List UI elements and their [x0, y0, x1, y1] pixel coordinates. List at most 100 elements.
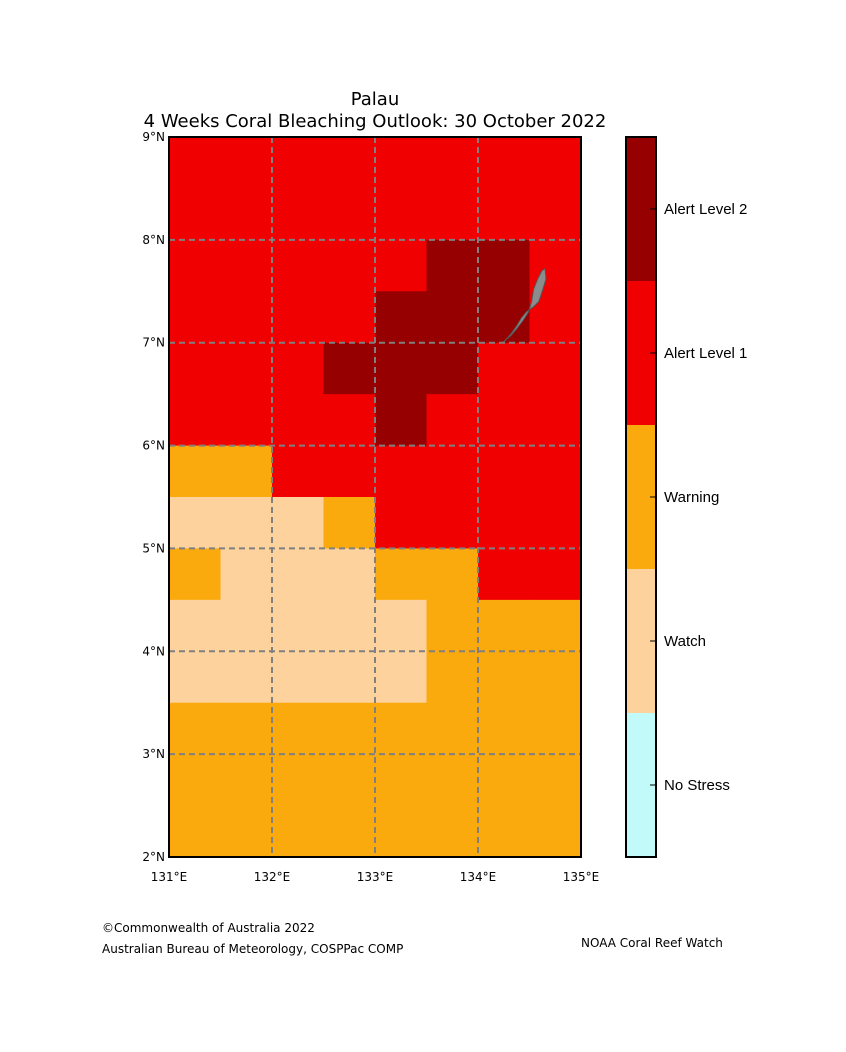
colorbar-label: Alert Level 2: [664, 201, 747, 218]
palau-island: [502, 267, 547, 344]
alert-cell: [478, 188, 530, 241]
alert-cell: [272, 239, 324, 292]
alert-cell: [220, 702, 273, 755]
lat-tick-label: 4°N: [142, 644, 165, 658]
alert-cell: [323, 291, 376, 344]
alert-cell: [323, 599, 376, 652]
alert-cell: [323, 137, 376, 189]
alert-cell: [375, 291, 427, 344]
alert-cell: [375, 342, 427, 395]
credit-line-1: ©Commonwealth of Australia 2022: [102, 921, 315, 935]
alert-cell: [426, 805, 479, 858]
credit-text: ©Commonwealth of Australia 2022 Australi…: [102, 918, 403, 960]
alert-cell: [375, 651, 427, 704]
alert-cell: [323, 342, 376, 395]
alert-cell: [529, 548, 582, 601]
colorbar-frame: [625, 136, 657, 858]
alert-cell: [272, 394, 324, 447]
alert-cell: [375, 137, 427, 189]
alert-cell: [426, 188, 479, 241]
alert-cell: [323, 188, 376, 241]
lon-tick-label: 133°E: [357, 870, 394, 884]
map-title-outlook: 4 Weeks Coral Bleaching Outlook: 30 Octo…: [143, 111, 607, 132]
alert-cell: [169, 754, 221, 807]
alert-cell: [529, 805, 582, 858]
alert-cell: [375, 239, 427, 292]
alert-cell: [478, 805, 530, 858]
alert-cell: [529, 754, 582, 807]
alert-cell: [272, 805, 324, 858]
alert-cell: [272, 651, 324, 704]
alert-cell: [272, 599, 324, 652]
alert-cell: [272, 754, 324, 807]
alert-cells: [169, 137, 582, 858]
alert-cell: [169, 394, 221, 447]
alert-cell: [426, 239, 479, 292]
colorbar: No Stress Watch Warning Alert Level 1 Alert …: [625, 136, 747, 858]
alert-cell: [220, 805, 273, 858]
alert-cell: [375, 394, 427, 447]
lat-tick-label: 7°N: [142, 336, 165, 350]
alert-cell: [375, 497, 427, 549]
alert-cell: [272, 188, 324, 241]
alert-cell: [169, 188, 221, 241]
alert-cell: [478, 239, 530, 292]
alert-cell: [272, 497, 324, 549]
alert-cell: [478, 342, 530, 395]
credit-line-2: Australian Bureau of Meteorology, COSPPa…: [102, 942, 404, 956]
alert-cell: [220, 137, 273, 189]
colorbar-label: Warning: [664, 489, 719, 506]
lat-tick-label: 8°N: [142, 233, 165, 247]
alert-cell: [169, 445, 221, 498]
alert-cell: [375, 445, 427, 498]
alert-cell: [220, 291, 273, 344]
alert-cell: [375, 805, 427, 858]
alert-cell: [323, 805, 376, 858]
alert-cell: [426, 445, 479, 498]
alert-cell: [220, 239, 273, 292]
alert-cell: [220, 599, 273, 652]
map-title-region: Palau: [350, 89, 400, 110]
lon-tick-label: 131°E: [151, 870, 188, 884]
lat-tick-label: 2°N: [142, 850, 165, 864]
alert-cell: [529, 342, 582, 395]
alert-cell: [375, 548, 427, 601]
alert-cell: [375, 599, 427, 652]
alert-cell: [323, 651, 376, 704]
alert-cell: [529, 497, 582, 549]
alert-cell: [529, 188, 582, 241]
alert-cell: [426, 497, 479, 549]
alert-cell: [272, 445, 324, 498]
alert-cell: [529, 137, 582, 189]
alert-cell: [478, 445, 530, 498]
alert-cell: [529, 445, 582, 498]
alert-cell: [375, 188, 427, 241]
alert-cell: [272, 342, 324, 395]
alert-cell: [478, 137, 530, 189]
alert-cell: [220, 548, 273, 601]
alert-cell: [169, 651, 221, 704]
alert-cell: [478, 394, 530, 447]
alert-cell: [220, 188, 273, 241]
alert-cell: [529, 651, 582, 704]
alert-cell: [426, 702, 479, 755]
alert-cell: [426, 754, 479, 807]
alert-cell: [220, 754, 273, 807]
land-layer: [502, 267, 547, 344]
alert-cell: [169, 291, 221, 344]
alert-cell: [169, 342, 221, 395]
alert-cell: [478, 599, 530, 652]
alert-cell: [323, 548, 376, 601]
lat-tick-label: 9°N: [142, 130, 165, 144]
alert-cell: [426, 548, 479, 601]
alert-cell: [272, 137, 324, 189]
axis-ticks: 131°E 132°E 133°E 134°E 135°E 2°N 3°N 4°N 5°N 6°N…: [142, 130, 599, 884]
colorbar-label: No Stress: [664, 777, 730, 794]
lon-tick-label: 134°E: [460, 870, 497, 884]
alert-cell: [323, 445, 376, 498]
map-frame: [168, 136, 582, 858]
alert-cell: [323, 754, 376, 807]
alert-cell: [220, 394, 273, 447]
colorbar-label: Alert Level 1: [664, 345, 747, 362]
